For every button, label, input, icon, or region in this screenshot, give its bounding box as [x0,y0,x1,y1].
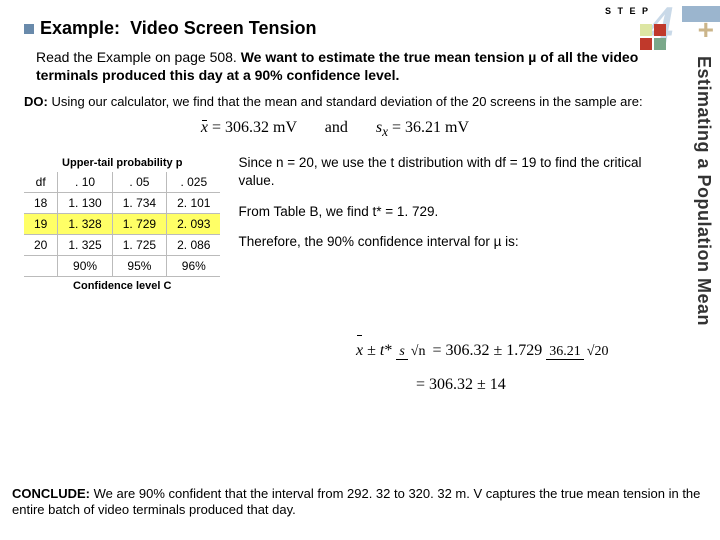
th-p10: . 10 [58,172,112,193]
cell: 1. 725 [112,235,166,256]
th-p025: . 025 [167,172,221,193]
vertical-section-title: Estimating a Population Mean [693,56,714,326]
cell [24,256,58,277]
table-header-row: df . 10 . 05 . 025 [24,172,220,193]
cell: 96% [167,256,221,277]
slide: S T E P 4 + Estimating a Population Mean… [0,0,720,540]
frac-num: s [396,344,407,360]
cell: 90% [58,256,112,277]
bullet-square-icon [24,24,34,34]
decor-square [640,38,652,50]
explanation-column: Since n = 20, we use the t distribution … [238,154,646,295]
conclude-body: We are 90% confident that the interval f… [12,486,700,517]
plus-icon: + [698,14,714,46]
do-paragraph: DO: Using our calculator, we find that t… [24,94,646,109]
frac-den: √20 [584,344,612,359]
formula-mid: = 306.32 ± 1.729 [432,342,546,359]
cell: 1. 328 [58,214,112,235]
do-label: DO: [24,94,48,109]
cell: 2. 093 [167,214,221,235]
cell: 1. 325 [58,235,112,256]
frac-den: √n [408,344,429,359]
xbar-symbol: x [201,119,208,137]
conclude-label: CONCLUDE: [12,486,90,501]
formula-xbar: x [356,334,363,368]
table-bottom-caption: Confidence level C [24,277,220,296]
example-label: Example: [40,18,120,38]
t-table-block: Upper-tail probability p df . 10 . 05 . … [24,154,220,295]
cell: 19 [24,214,58,235]
table-top-caption: Upper-tail probability p [24,154,220,172]
cell: 1. 130 [58,193,112,214]
decor-square [654,38,666,50]
table-row-highlight: 19 1. 328 1. 729 2. 093 [24,214,220,235]
mid-row: Upper-tail probability p df . 10 . 05 . … [24,154,646,295]
and-word: and [325,119,348,136]
table-conf-row: 90% 95% 96% [24,256,220,277]
step-label: S T E P [605,6,650,16]
cell: 1. 734 [112,193,166,214]
cell: 18 [24,193,58,214]
table-row: 18 1. 130 1. 734 2. 101 [24,193,220,214]
th-df: df [24,172,58,193]
th-p05: . 05 [112,172,166,193]
cell: 95% [112,256,166,277]
cell: 20 [24,235,58,256]
frac-num: 36.21 [546,344,584,360]
ci-formula: x ± t* s√n = 306.32 ± 1.729 36.21√20 = 3… [356,334,611,401]
xbar-value: = 306.32 mV [208,119,297,136]
explain-p3: Therefore, the 90% confidence interval f… [238,233,646,251]
explain-p1: Since n = 20, we use the t distribution … [238,154,646,190]
sample-stats: x = 306.32 mV and sx = 36.21 mV [24,119,646,140]
decor-square [654,24,666,36]
cell: 1. 729 [112,214,166,235]
intro-paragraph: Read the Example on page 508. We want to… [36,49,646,84]
formula-line2: = 306.32 ± 14 [416,376,506,393]
sx-value: = 36.21 mV [388,119,469,136]
conclude-paragraph: CONCLUDE: We are 90% confident that the … [12,486,708,519]
table-row: 20 1. 325 1. 725 2. 086 [24,235,220,256]
do-body: Using our calculator, we find that the m… [48,94,643,109]
slide-title-text: Video Screen Tension [130,18,316,38]
t-table: Upper-tail probability p df . 10 . 05 . … [24,154,220,295]
intro-prefix: Read the Example on page 508. [36,49,241,65]
decor-square [640,24,652,36]
cell: 2. 086 [167,235,221,256]
cell: 2. 101 [167,193,221,214]
explain-p2: From Table B, we find t* = 1. 729. [238,203,646,221]
